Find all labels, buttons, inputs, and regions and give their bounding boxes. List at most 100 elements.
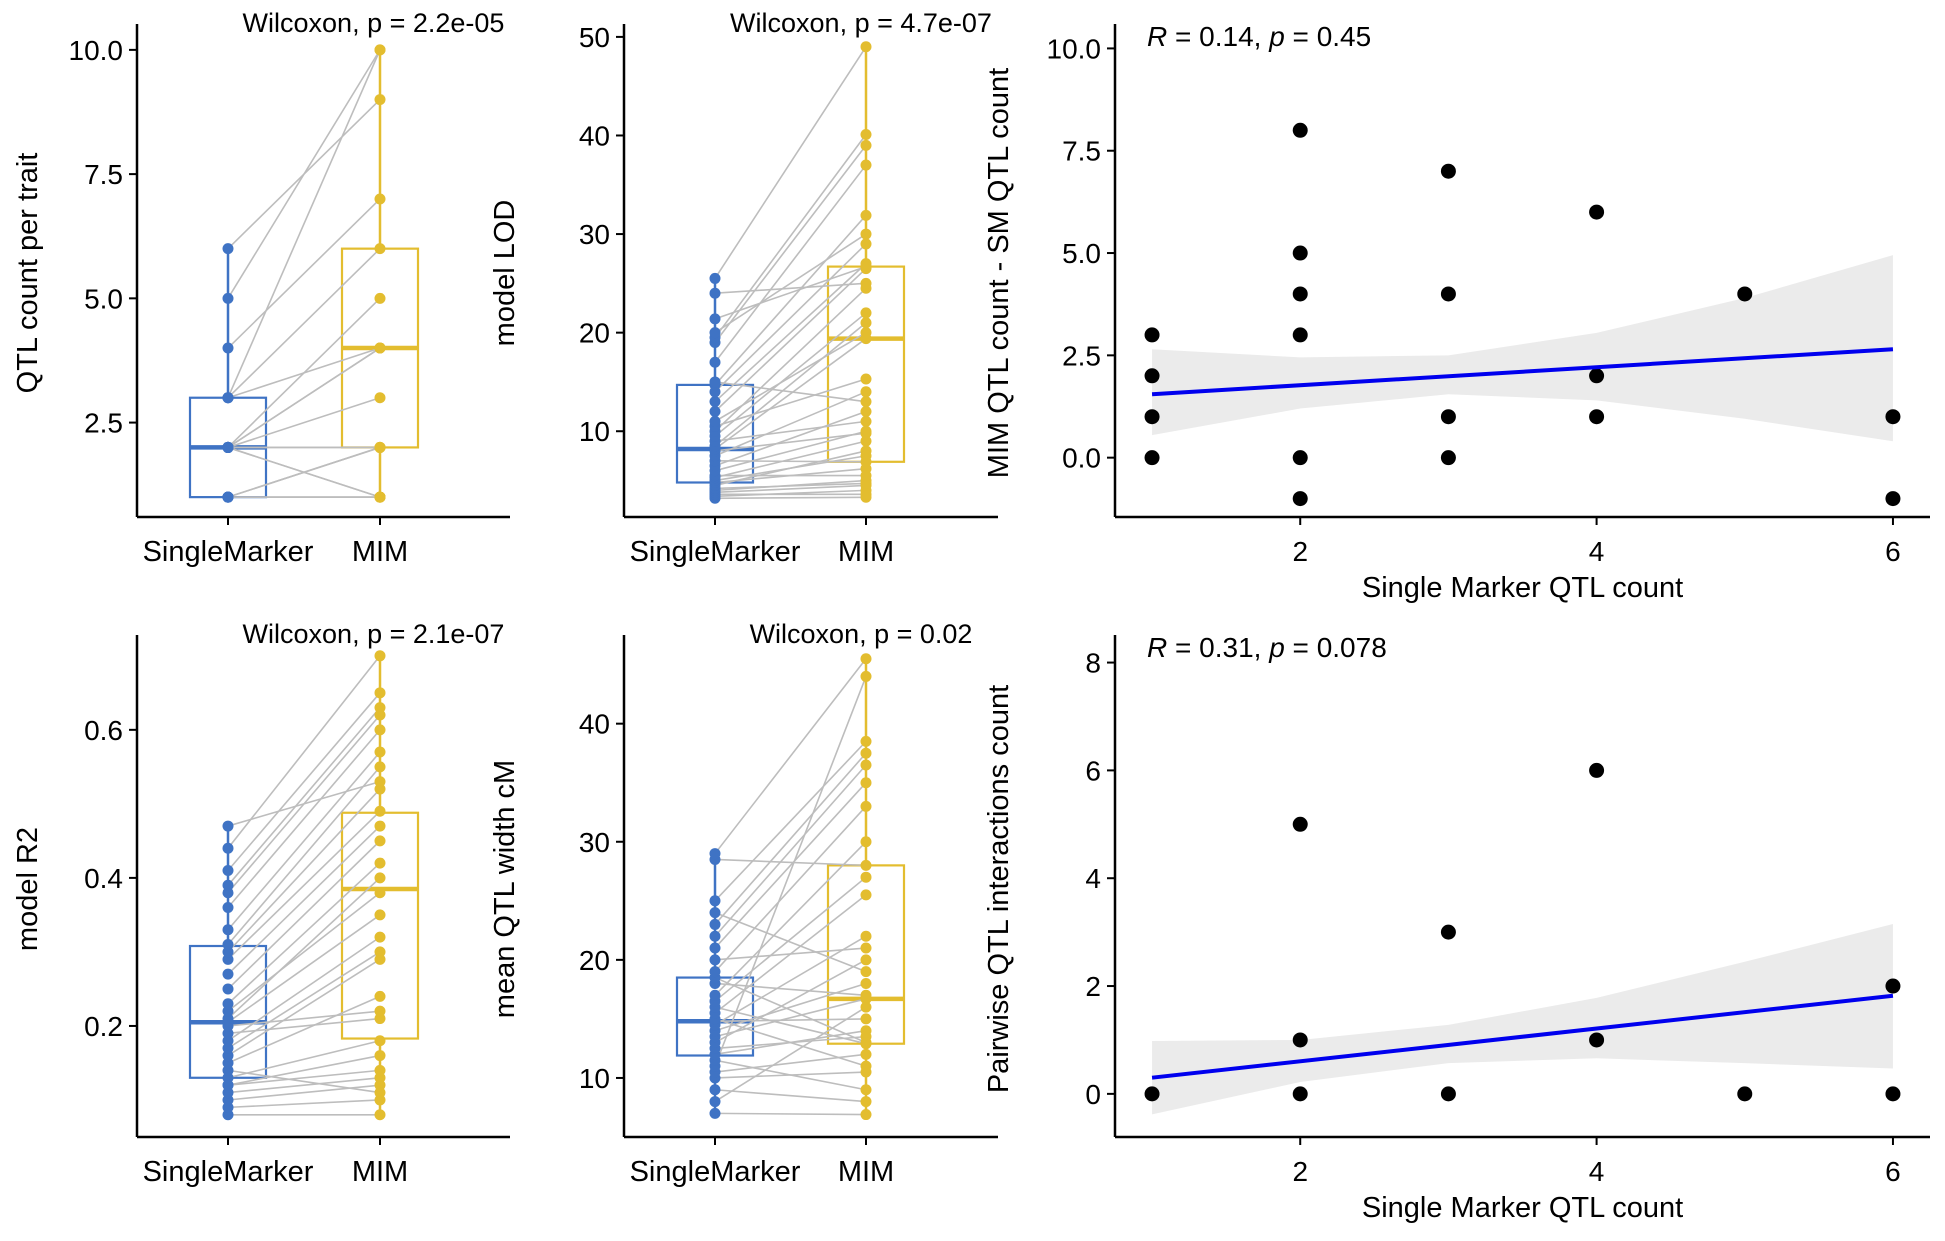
y-axis-label: mean QTL width cM — [489, 760, 521, 1018]
pair-line — [714, 676, 867, 1067]
pair-line — [714, 214, 867, 386]
confidence-band — [1152, 924, 1893, 1115]
box-iqr — [340, 811, 420, 1040]
pair-line — [714, 233, 867, 334]
point-mim — [860, 759, 872, 771]
point-singlemarker — [709, 415, 721, 427]
annotation-symbol: R — [1147, 21, 1167, 52]
x-tick-label: SingleMarker — [143, 536, 314, 568]
y-tick-label: 10.0 — [1047, 33, 1102, 64]
point-mim — [374, 342, 386, 354]
wilcoxon-annotation: Wilcoxon, p = 0.02 — [750, 619, 973, 649]
scatter-point — [1589, 1032, 1605, 1048]
scatter-panel-1: 0.0 2.5 5.0 7.5 10.0 MIM QTL count - SM QTL c… — [983, 21, 1930, 604]
scatter-point — [1589, 762, 1605, 778]
pair-line — [227, 1076, 381, 1094]
scatter-point — [1589, 409, 1605, 425]
scatter-point — [1440, 163, 1456, 179]
y-axis-label: Pairwise QTL interactions count — [983, 685, 1015, 1093]
scatter-point — [1737, 1086, 1753, 1102]
point-mim — [860, 747, 872, 759]
y-tick-label: 8 — [1085, 648, 1101, 679]
pair-line — [227, 49, 381, 399]
point-mim — [860, 386, 872, 398]
point-singlemarker — [222, 998, 234, 1010]
point-mim — [374, 1005, 386, 1017]
pair-line — [714, 331, 867, 423]
point-mim — [374, 94, 386, 106]
box-panel-4: 10 20 30 40 mean QTL width cM SingleMarker MIM… — [489, 619, 998, 1188]
point-mim — [374, 292, 386, 304]
pair-lines — [714, 658, 867, 1116]
pair-line — [714, 455, 867, 482]
correlation-annotation: R = 0.31, p = 0.078 — [1147, 632, 1387, 663]
point-singlemarker — [222, 441, 234, 453]
point-singlemarker — [222, 902, 234, 914]
point-mim — [860, 427, 872, 439]
pair-line — [714, 381, 867, 403]
point-mim — [860, 800, 872, 812]
point-singlemarker — [709, 989, 721, 1001]
point-mim — [374, 1087, 386, 1099]
point-mim — [374, 193, 386, 205]
point-singlemarker — [222, 924, 234, 936]
point-mim — [860, 317, 872, 329]
y-tick-label: 20 — [579, 318, 610, 349]
pair-line — [714, 982, 867, 1032]
scatter-panel-2: 0 2 4 6 8 Pairwise QTL interactions count 2 4 6 S… — [983, 632, 1930, 1224]
point-singlemarker — [709, 1084, 721, 1096]
point-mim — [860, 327, 872, 339]
point-mim — [860, 128, 872, 140]
pair-line — [227, 751, 381, 931]
y-tick-label: 4 — [1085, 863, 1101, 894]
pair-line — [714, 134, 867, 339]
pair-line — [227, 780, 381, 827]
x-axis-label: Single Marker QTL count — [1362, 572, 1683, 604]
point-singlemarker — [709, 918, 721, 930]
y-tick-label: 40 — [579, 120, 610, 151]
scatter-point — [1885, 491, 1901, 507]
point-singlemarker — [222, 243, 234, 255]
wilcoxon-annotation: Wilcoxon, p = 4.7e-07 — [730, 8, 992, 38]
scatter-point — [1292, 491, 1308, 507]
y-tick-label: 0.2 — [84, 1011, 123, 1042]
point-mim — [860, 477, 872, 489]
pair-line — [714, 482, 867, 490]
pair-line — [714, 959, 867, 1044]
point-mim — [860, 1001, 872, 1013]
correlation-annotation: R = 0.14, p = 0.45 — [1147, 21, 1371, 52]
point-singlemarker — [222, 983, 234, 995]
x-tick-label: SingleMarker — [630, 536, 801, 568]
y-tick-label: 5.0 — [84, 283, 123, 314]
x-tick-label: 6 — [1885, 1156, 1901, 1187]
pair-line — [227, 877, 381, 1020]
point-singlemarker — [709, 848, 721, 860]
pair-line — [227, 862, 381, 1005]
pair-line — [227, 1010, 381, 1027]
point-mim — [374, 990, 386, 1002]
box-panel-3: 0.2 0.4 0.6 model R2 SingleMarker MIM Wilcoxon… — [12, 619, 510, 1188]
scatter-point — [1144, 1086, 1160, 1102]
scatter-point — [1885, 409, 1901, 425]
point-singlemarker — [222, 820, 234, 832]
pair-line — [227, 958, 381, 1057]
point-singlemarker — [709, 272, 721, 284]
point-singlemarker — [222, 342, 234, 354]
pair-line — [227, 396, 381, 449]
pair-line — [714, 420, 867, 442]
point-mim — [860, 139, 872, 151]
pair-line — [227, 446, 381, 498]
pair-line — [714, 267, 867, 413]
pair-line — [714, 947, 867, 961]
scatter-point — [1440, 450, 1456, 466]
point-mim — [374, 931, 386, 943]
y-axis-label: model LOD — [489, 200, 521, 347]
pair-line — [227, 1084, 381, 1101]
y-axis-label: model R2 — [12, 827, 44, 951]
point-mim — [860, 989, 872, 1001]
annotation-value: = 0.078 — [1285, 632, 1387, 663]
scatter-point — [1292, 245, 1308, 261]
point-singlemarker — [222, 864, 234, 876]
scatter-point — [1589, 204, 1605, 220]
x-tick-label: MIM — [352, 1156, 408, 1188]
